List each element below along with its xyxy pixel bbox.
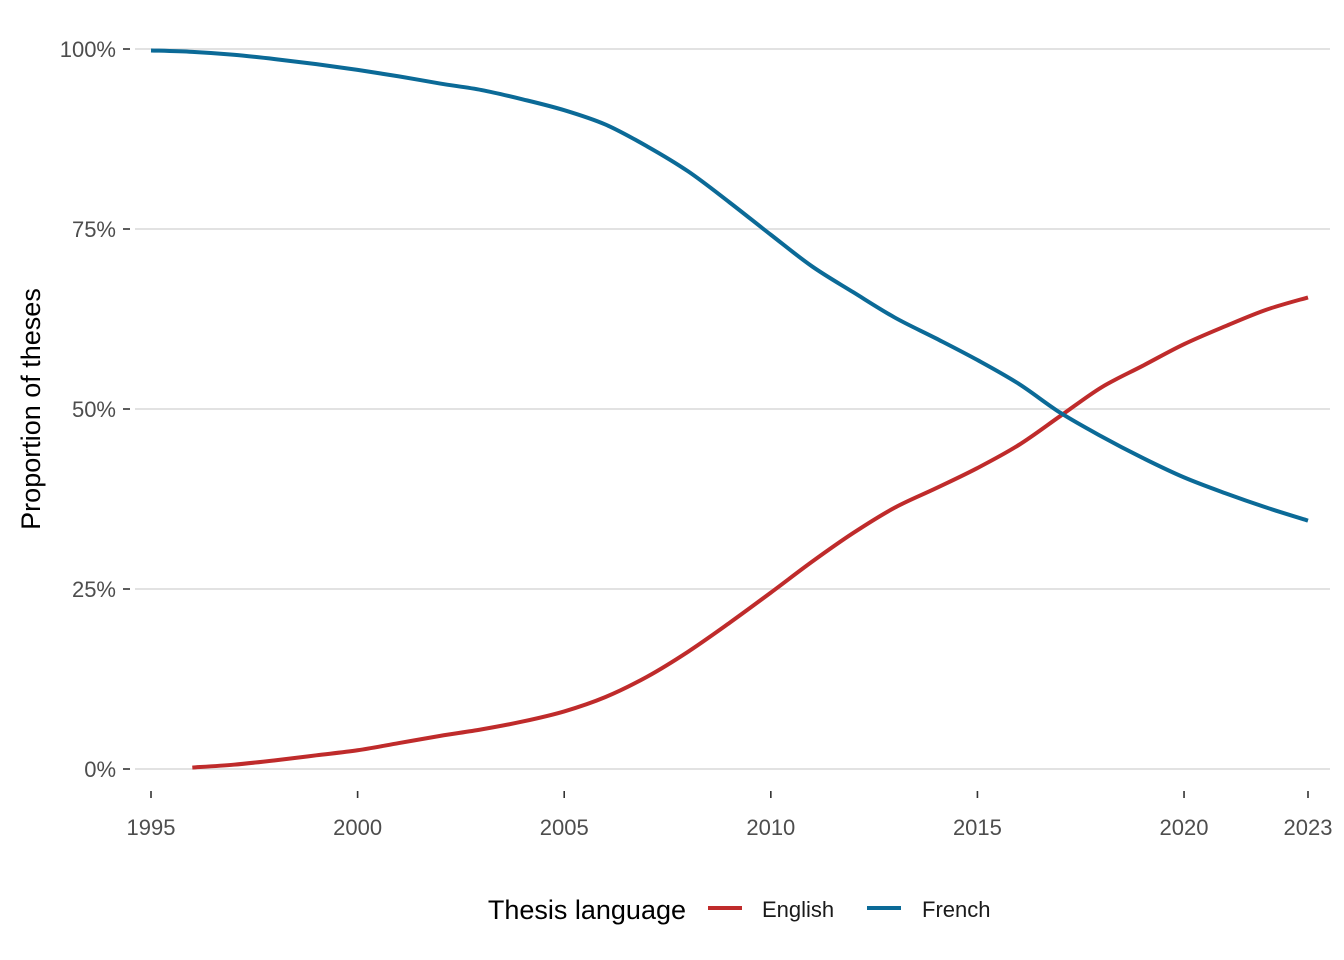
y-tick-label: 0%: [84, 757, 116, 782]
x-tick-label: 2005: [540, 815, 589, 840]
x-axis: 1995 2000 2005 2010 2015 2020 2023: [127, 791, 1333, 840]
y-axis-title: Proportion of theses: [16, 288, 46, 530]
x-tick-label: 1995: [127, 815, 176, 840]
legend-title: Thesis language: [488, 895, 686, 925]
legend-label-french: French: [922, 897, 990, 922]
y-tick-label: 75%: [72, 217, 116, 242]
x-tick-label: 2023: [1284, 815, 1333, 840]
y-tick-label: 100%: [60, 37, 116, 62]
y-tick-label: 50%: [72, 397, 116, 422]
gridlines: [135, 48, 1330, 770]
y-tick-label: 25%: [72, 577, 116, 602]
legend: Thesis language English French: [488, 895, 991, 925]
legend-label-english: English: [762, 897, 834, 922]
x-tick-label: 2020: [1160, 815, 1209, 840]
series-lines: [150, 48, 1309, 770]
x-tick-label: 2010: [746, 815, 795, 840]
x-tick-label: 2015: [953, 815, 1002, 840]
series-line-french: [150, 48, 1309, 523]
x-tick-label: 2000: [333, 815, 382, 840]
series-line-english: [192, 295, 1309, 770]
y-axis: 0% 25% 50% 75% 100%: [60, 37, 130, 782]
